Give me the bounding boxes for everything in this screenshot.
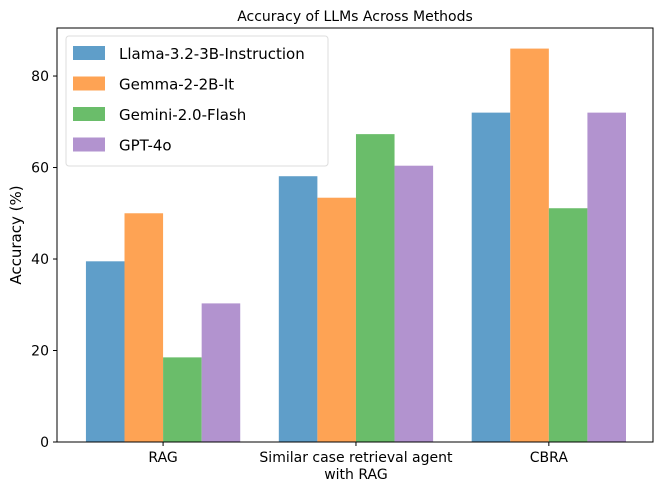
plot-frame — [56, 27, 654, 443]
bar-gemini-2-0-flash-0 — [163, 357, 202, 442]
y-tick-label: 60 — [31, 161, 49, 177]
x-tick-label: Similar case retrieval agent — [259, 450, 453, 466]
y-tick-label: 20 — [31, 344, 49, 360]
x-tick-label: CBRA — [530, 450, 569, 466]
bar-gpt-4o-1 — [394, 165, 434, 443]
y-tick-label: 0 — [40, 435, 49, 451]
legend-label: Gemini-2.0-Flash — [119, 106, 246, 124]
bar-gpt-4o-2 — [587, 112, 626, 443]
legend-frame — [65, 35, 329, 167]
legend-swatch — [73, 137, 105, 152]
bar-gemma-2-2b-it-1 — [317, 197, 356, 442]
legend-label: Gemma-2-2B-It — [119, 76, 234, 94]
y-tick-label: 40 — [31, 252, 49, 268]
bar-gemma-2-2b-it-0 — [124, 213, 164, 442]
bar-llama-3-2-3b-instruction-0 — [85, 261, 125, 442]
legend-label: Llama-3.2-3B-Instruction — [119, 45, 305, 63]
chart-title: Accuracy of LLMs Across Methods — [237, 9, 473, 25]
x-tick-label: RAG — [148, 450, 177, 466]
bar-gpt-4o-0 — [201, 303, 241, 442]
bar-gemini-2-0-flash-2 — [548, 208, 588, 442]
x-tick-label: with RAG — [324, 467, 388, 483]
legend-swatch — [73, 46, 105, 60]
legend-swatch — [73, 107, 105, 121]
y-axis-label: Accuracy (%) — [7, 185, 25, 284]
legend-swatch — [73, 76, 105, 91]
legend-label: GPT-4o — [119, 137, 172, 155]
bar-llama-3-2-3b-instruction-1 — [278, 176, 318, 443]
bar-gemini-2-0-flash-1 — [355, 134, 395, 443]
y-tick-label: 80 — [31, 69, 49, 85]
legend: Llama-3.2-3B-Instruction Gemma-2-2B-It Gem… — [65, 35, 329, 167]
bar-gemma-2-2b-it-2 — [510, 48, 549, 443]
bar-llama-3-2-3b-instruction-2 — [471, 112, 511, 443]
